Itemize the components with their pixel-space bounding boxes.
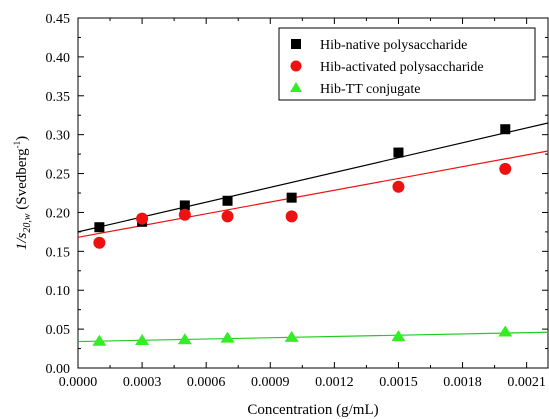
fit-line-series-0 bbox=[77, 122, 549, 233]
data-markers bbox=[92, 124, 513, 346]
y-axis-label-prefix: 1/ bbox=[14, 237, 30, 251]
legend-label-conjugate: Hib-TT conjugate bbox=[320, 82, 420, 97]
data-point-native bbox=[94, 222, 105, 233]
data-point-conjugate bbox=[135, 334, 150, 345]
data-point-activated bbox=[93, 236, 106, 249]
fit-lines bbox=[77, 122, 549, 343]
y-axis-label-unit-close: ) bbox=[14, 136, 30, 141]
x-tick-label: 0.0018 bbox=[443, 375, 482, 390]
y-tick-label: 0.15 bbox=[46, 245, 71, 260]
data-point-native bbox=[393, 147, 404, 158]
y-tick-label: 0.05 bbox=[46, 323, 71, 338]
x-axis-label: Concentration (g/mL) bbox=[247, 402, 378, 418]
y-axis-label-symbol: s bbox=[14, 232, 30, 238]
x-tick-label: 0.0003 bbox=[123, 375, 162, 390]
data-point-conjugate bbox=[498, 325, 513, 337]
data-point-conjugate bbox=[220, 331, 235, 343]
data-point-activated bbox=[392, 180, 405, 193]
legend-label-native: Hib-native polysaccharide bbox=[320, 38, 467, 53]
y-tick-label: 0.20 bbox=[46, 206, 71, 221]
data-point-conjugate bbox=[391, 330, 406, 342]
legend-marker-native bbox=[291, 39, 301, 49]
y-tick-label: 0.35 bbox=[46, 90, 71, 105]
y-tick-label: 0.40 bbox=[46, 51, 71, 66]
x-tick-label: 0.0012 bbox=[315, 375, 354, 390]
y-axis-label-unit-sup: -1 bbox=[12, 141, 22, 149]
x-tick-label: 0.0015 bbox=[379, 375, 418, 390]
fit-line-series-1 bbox=[77, 150, 549, 238]
y-tick-label: 0.25 bbox=[46, 168, 71, 183]
data-point-activated bbox=[285, 210, 298, 223]
y-tick-label: 0.30 bbox=[46, 129, 71, 144]
legend-label-activated: Hib-activated polysaccharide bbox=[320, 60, 484, 75]
y-tick-label: 0.00 bbox=[46, 362, 71, 377]
data-point-activated bbox=[178, 208, 191, 221]
legend-marker-conjugate bbox=[290, 82, 302, 92]
data-point-activated bbox=[221, 210, 234, 223]
data-point-conjugate bbox=[284, 330, 299, 342]
y-axis-label-subscript: 20,w bbox=[22, 213, 33, 233]
data-point-native bbox=[179, 200, 190, 211]
x-tick-label: 0.0000 bbox=[59, 375, 98, 390]
data-point-native bbox=[222, 195, 233, 206]
data-point-activated bbox=[499, 162, 512, 175]
legend-box bbox=[278, 27, 536, 101]
data-point-native bbox=[500, 124, 511, 135]
data-point-native bbox=[286, 192, 297, 203]
y-tick-label: 0.45 bbox=[46, 12, 71, 27]
legend-marker-activated bbox=[290, 60, 302, 72]
y-tick-label: 0.10 bbox=[46, 284, 71, 299]
x-tick-label: 0.0009 bbox=[251, 375, 290, 390]
fit-line-series-2 bbox=[77, 331, 549, 343]
x-tick-label: 0.0021 bbox=[507, 375, 546, 390]
axes: 0.00 0.05 0.10 0.15 0.20 0.25 0.30 0.35 0.40 0.45… bbox=[46, 12, 548, 390]
y-axis-label: 1/s20,w (Svedberg-1) bbox=[12, 136, 33, 250]
legend: Hib-native polysaccharide Hib-activated … bbox=[278, 27, 536, 101]
y-axis-label-unit: (Svedberg bbox=[14, 148, 30, 214]
data-point-conjugate bbox=[92, 334, 107, 346]
x-tick-label: 0.0006 bbox=[187, 375, 226, 390]
data-point-activated bbox=[136, 212, 149, 225]
data-point-conjugate bbox=[177, 333, 192, 345]
